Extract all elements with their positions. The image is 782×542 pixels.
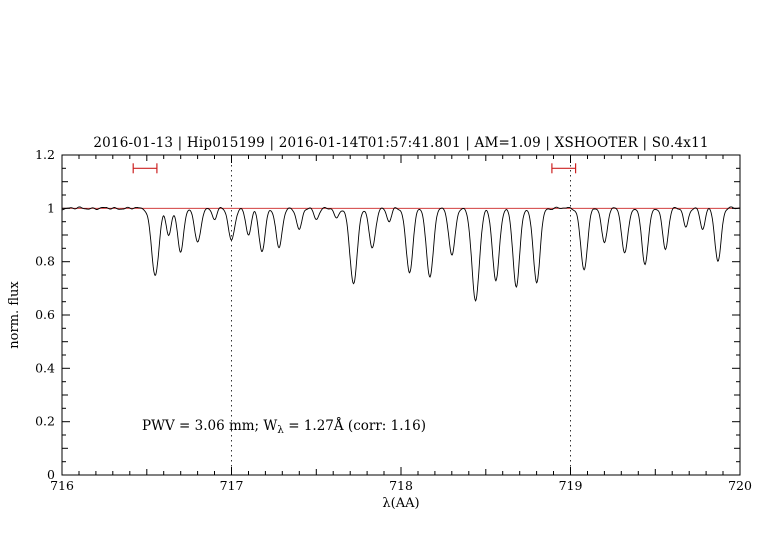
x-tick-label: 720 bbox=[728, 478, 752, 493]
plot-area: 716 717 718 719 720 0 0.2 0.4 0.6 0.8 1 1.2 bbox=[35, 147, 752, 493]
x-tick-label: 716 bbox=[50, 478, 74, 493]
spectrum-line bbox=[62, 206, 740, 302]
x-axis-label: λ(AA) bbox=[382, 496, 419, 511]
y-tick-label: 0.8 bbox=[35, 254, 55, 269]
y-tick-label: 0 bbox=[47, 467, 55, 482]
x-tick-label: 717 bbox=[220, 478, 244, 493]
y-tick-label: 1.2 bbox=[35, 147, 55, 162]
y-tick-label: 0.2 bbox=[35, 414, 55, 429]
pwv-annotation-prefix: PWV = 3.06 mm; W bbox=[142, 418, 277, 434]
y-tick-label: 1 bbox=[47, 200, 55, 215]
chart-title: 2016-01-13 | Hip015199 | 2016-01-14T01:5… bbox=[93, 135, 708, 151]
y-axis-label: norm. flux bbox=[7, 281, 22, 349]
x-tick-label: 718 bbox=[389, 478, 413, 493]
y-tick-label: 0.6 bbox=[35, 307, 55, 322]
pwv-annotation-subscript: λ bbox=[277, 424, 284, 436]
x-tick-label: 719 bbox=[559, 478, 583, 493]
pwv-annotation-suffix: = 1.27Å (corr: 1.16) bbox=[284, 418, 426, 434]
pwv-annotation: PWV = 3.06 mm; Wλ = 1.27Å (corr: 1.16) bbox=[142, 418, 426, 436]
y-tick-label: 0.4 bbox=[35, 360, 55, 375]
